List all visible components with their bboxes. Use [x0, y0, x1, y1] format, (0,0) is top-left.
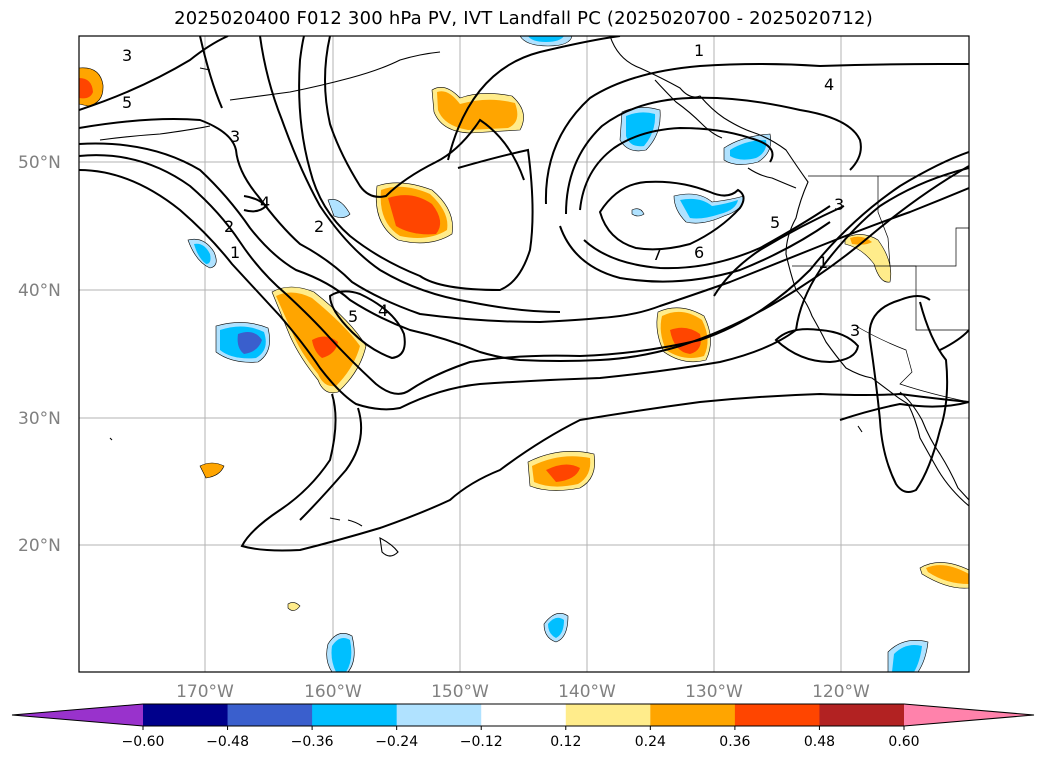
- colorbar-tick-label: −0.24: [375, 734, 418, 750]
- lat-label-50n: 50°N: [18, 153, 61, 173]
- contour-label: 4: [260, 193, 270, 212]
- contour-label: 2: [314, 217, 324, 236]
- colorbar: −0.60 −0.48 −0.36 −0.24 −0.12 0.12 0.24 0.36 0.4…: [11, 703, 1035, 750]
- colorbar-tick-label: −0.60: [122, 734, 165, 750]
- contour-label: 3: [850, 321, 860, 340]
- colorbar-tick-label: 0.48: [804, 734, 835, 750]
- lon-label-130w: 130°W: [685, 682, 743, 702]
- contour-label: 3: [230, 127, 240, 146]
- contour-label: 2: [224, 217, 234, 236]
- colorbar-segment: [143, 704, 229, 726]
- colorbar-tick-label: −0.12: [460, 734, 503, 750]
- lon-label-140w: 140°W: [558, 682, 616, 702]
- lon-label-160w: 160°W: [304, 682, 362, 702]
- contour-labels: 3 5 3 4 2 1 2 5 4 1 4 7 6 5 3 1 3: [122, 41, 860, 340]
- colorbar-segment: [396, 704, 482, 726]
- contour-label: 1: [694, 41, 704, 60]
- colorbar-segment: [650, 704, 736, 726]
- contour-label: 3: [122, 46, 132, 65]
- colorbar-segment: [481, 704, 567, 726]
- colorbar-segment: [565, 704, 651, 726]
- political-borders: [792, 175, 969, 403]
- lat-label-30n: 30°N: [18, 409, 61, 429]
- colorbar-segment: [227, 704, 313, 726]
- map-frame: [78, 35, 970, 673]
- contour-label: 1: [818, 253, 828, 272]
- lon-label-150w: 150°W: [431, 682, 489, 702]
- contour-label: 5: [122, 93, 132, 112]
- colorbar-tick-label: 0.36: [719, 734, 750, 750]
- lon-label-170w: 170°W: [176, 682, 234, 702]
- lat-label-40n: 40°N: [18, 281, 61, 301]
- colorbar-segment: [734, 704, 820, 726]
- contour-label: 5: [348, 307, 358, 326]
- colorbar-tick-label: 0.12: [550, 734, 581, 750]
- colorbar-tick-label: 0.60: [888, 734, 919, 750]
- latitude-labels: 50°N 40°N 30°N 20°N: [18, 153, 61, 556]
- colorbar-tick-label: −0.36: [291, 734, 334, 750]
- colorbar-extend-high: [904, 704, 1034, 726]
- pv-contours: [79, 36, 969, 552]
- contour-label: 6: [694, 243, 704, 262]
- contour-label: 4: [824, 75, 834, 94]
- contour-label: 7: [652, 245, 662, 264]
- colorbar-segment: [819, 704, 905, 726]
- lon-label-120w: 120°W: [812, 682, 870, 702]
- contour-label: 3: [834, 195, 844, 214]
- colorbar-tick-label: 0.24: [635, 734, 666, 750]
- contour-label: 1: [230, 243, 240, 262]
- map-title: 2025020400 F012 300 hPa PV, IVT Landfall…: [174, 8, 873, 29]
- longitude-labels: 170°W 160°W 150°W 140°W 130°W 120°W: [176, 682, 870, 702]
- colorbar-segment: [312, 704, 398, 726]
- colorbar-extend-low: [12, 704, 143, 726]
- colorbar-tick-label: −0.48: [206, 734, 249, 750]
- lat-label-20n: 20°N: [18, 536, 61, 556]
- contour-label: 5: [770, 213, 780, 232]
- contour-label: 4: [378, 301, 388, 320]
